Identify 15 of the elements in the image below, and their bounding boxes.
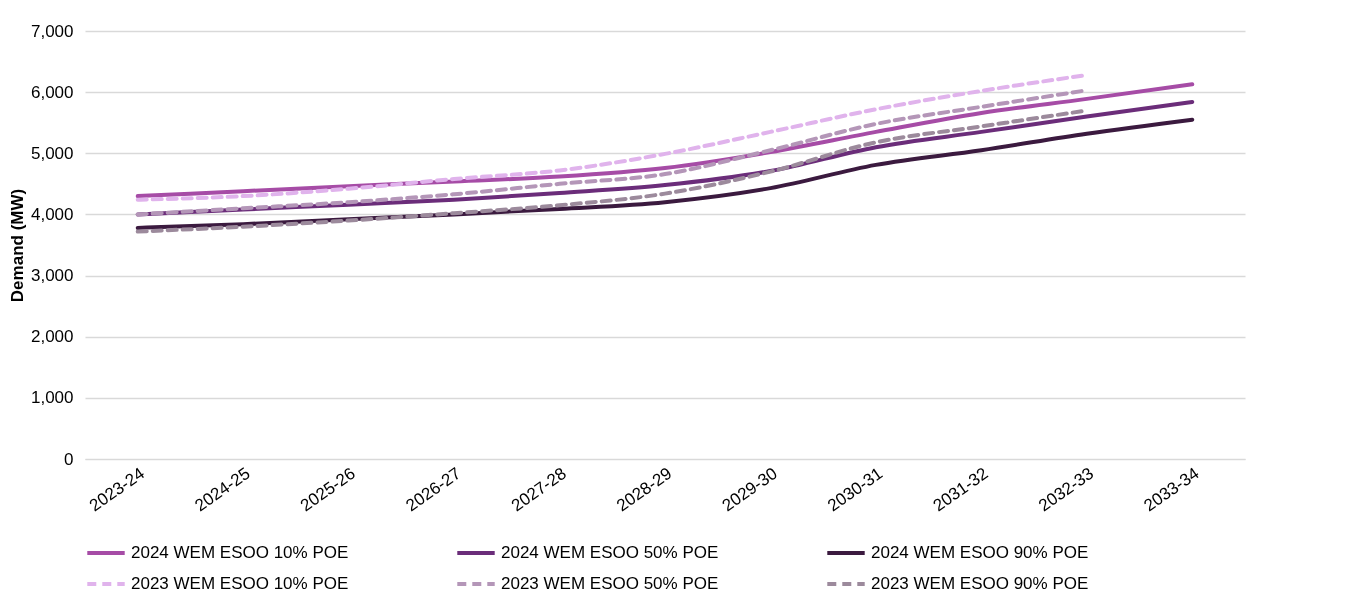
legend-label: 2024 WEM ESOO 50% POE	[501, 543, 719, 562]
legend-label: 2023 WEM ESOO 90% POE	[871, 574, 1089, 593]
y-tick-label: 6,000	[30, 82, 74, 102]
y-tick-label: 4,000	[30, 204, 74, 224]
legend-label: 2023 WEM ESOO 50% POE	[501, 574, 719, 593]
y-axis-title: Demand (MW)	[7, 188, 27, 303]
y-tick-label: 2,000	[30, 327, 74, 347]
y-tick-label: 3,000	[30, 266, 74, 286]
legend-label: 2023 WEM ESOO 10% POE	[131, 574, 349, 593]
y-tick-label: 1,000	[30, 388, 74, 408]
legend-label: 2024 WEM ESOO 10% POE	[131, 543, 349, 562]
y-tick-label: 0	[64, 449, 74, 469]
legend-label: 2024 WEM ESOO 90% POE	[871, 543, 1089, 562]
y-tick-label: 5,000	[30, 143, 74, 163]
y-tick-label: 7,000	[30, 21, 74, 41]
